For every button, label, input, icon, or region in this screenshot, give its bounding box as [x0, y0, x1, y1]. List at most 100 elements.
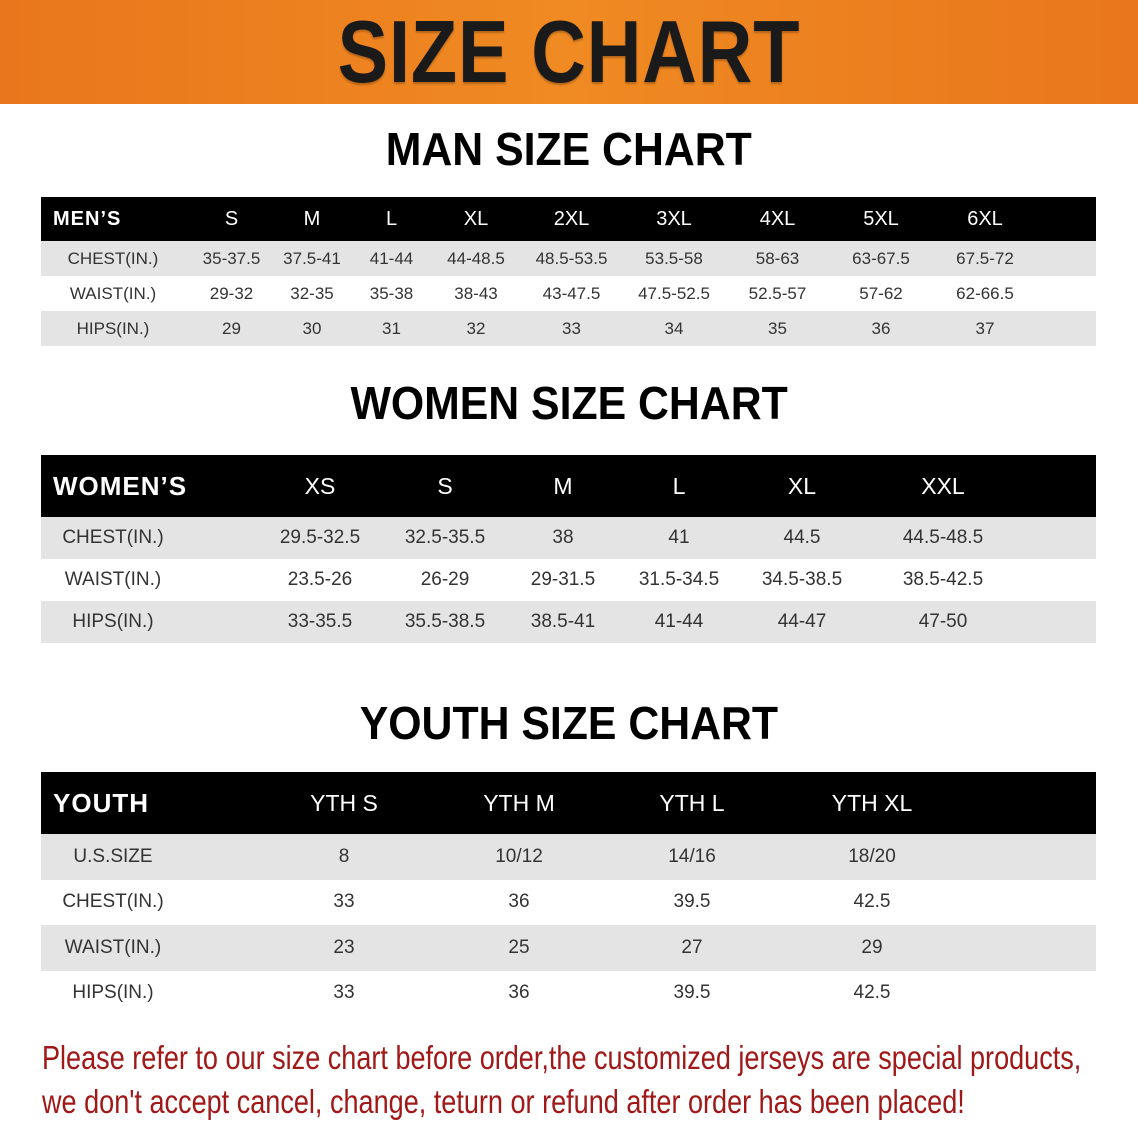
row-label: MEN’S: [53, 207, 122, 230]
table-cell: 48.5-53.5: [535, 248, 608, 268]
table-cell: 6XL: [967, 207, 1003, 230]
table-cell: 31: [382, 318, 401, 338]
table-cell: 36: [508, 982, 530, 1004]
table-row: HIPS(IN.) 33 36 39.5 42.5: [41, 970, 1096, 1016]
notice-text: Please refer to our size chart before or…: [42, 1036, 1082, 1124]
table-cell: XL: [463, 207, 489, 230]
table-cell: YTH L: [659, 789, 725, 816]
men-section-title: MAN SIZE CHART: [385, 123, 752, 175]
banner: SIZE CHART: [0, 0, 1138, 104]
table-row: CHEST(IN.) 29.5-32.5 32.5-35.5 38 41 44.5 44.5…: [41, 517, 1096, 559]
table-cell: 30: [302, 318, 322, 338]
row-label-text: HIPS(IN.): [72, 982, 154, 1004]
row-label-text: WAIST(IN.): [64, 936, 162, 958]
table-cell: 57-62: [859, 283, 903, 303]
table-cell: 4XL: [759, 207, 796, 230]
table-cell: 39.5: [673, 891, 711, 913]
men-size-table: MEN’S S M L XL 2XL 3XL 4XL 5XL 6XL CHEST(IN.) 35-37…: [41, 197, 1096, 346]
youth-size-table: YOUTH YTH S YTH M YTH L YTH XL U.S.SIZE 8 10/12…: [41, 772, 1096, 1016]
table-cell: 44.5-48.5: [902, 527, 984, 548]
row-label-text: CHEST(IN.): [62, 891, 164, 913]
table-cell: YTH XL: [831, 789, 913, 816]
table-row: CHEST(IN.) 35-37.5 37.5-41 41-44 44-48.5 48.5…: [41, 241, 1096, 276]
table-cell: L: [385, 207, 398, 230]
table-cell: 44-47: [777, 611, 827, 632]
table-cell: S: [224, 207, 239, 230]
table-cell: 58-63: [755, 248, 800, 268]
table-cell: 35-37.5: [202, 248, 261, 268]
table-cell: 25: [508, 936, 530, 958]
table-cell: 35.5-38.5: [404, 611, 486, 632]
table-cell: 29.5-32.5: [279, 527, 361, 548]
table-cell: 26-29: [420, 569, 470, 590]
table-cell: 63-67.5: [852, 248, 910, 268]
table-cell: XS: [304, 472, 336, 499]
table-cell: 44.5: [783, 527, 821, 548]
table-cell: 14/16: [668, 845, 716, 867]
table-cell: 38.5-42.5: [902, 569, 984, 590]
row-label: CHEST(IN.): [41, 891, 259, 913]
table-cell: 44-48.5: [447, 248, 505, 268]
row-label: CHEST(IN.): [41, 527, 259, 549]
table-cell: 29: [222, 318, 241, 338]
row-label: CHEST(IN.): [41, 249, 191, 269]
table-cell: 41-44: [654, 611, 704, 632]
table-cell: 33: [562, 318, 581, 338]
table-cell: 29-31.5: [530, 569, 596, 590]
row-label-text: HIPS(IN.): [72, 611, 154, 632]
row-label: HIPS(IN.): [41, 982, 259, 1004]
row-label: WAIST(IN.): [41, 284, 191, 304]
table-cell: 37.5-41: [283, 248, 341, 268]
table-cell: 41-44: [369, 248, 414, 268]
row-label: HIPS(IN.): [41, 611, 259, 633]
row-label: WAIST(IN.): [41, 937, 259, 959]
youth-section-title: YOUTH SIZE CHART: [359, 697, 779, 749]
table-row: WAIST(IN.) 23 25 27 29: [41, 925, 1096, 971]
table-cell: 38: [552, 527, 574, 548]
table-cell: 5XL: [863, 207, 899, 230]
row-label-text: HIPS(IN.): [76, 318, 150, 338]
table-cell: 34.5-38.5: [761, 569, 843, 590]
table-cell: 33: [333, 982, 355, 1004]
table-cell: 62-66.5: [956, 283, 1014, 303]
table-cell: 37: [975, 318, 995, 338]
table-cell: 35: [768, 318, 787, 338]
table-cell: YTH S: [310, 789, 378, 816]
table-cell: M: [303, 207, 321, 230]
table-cell: 33: [333, 891, 355, 913]
table-cell: 47-50: [918, 611, 968, 632]
table-cell: 53.5-58: [645, 248, 703, 268]
row-label: WAIST(IN.): [41, 569, 259, 591]
table-row: WAIST(IN.) 29-32 32-35 35-38 38-43 43-47.5 47.…: [41, 276, 1096, 311]
table-cell: 39.5: [673, 982, 711, 1004]
table-cell: S: [437, 472, 453, 499]
table-cell: 29-32: [209, 283, 254, 303]
table-cell: 41: [668, 527, 690, 548]
table-header-row: WOMEN’S XS S M L XL XXL: [41, 455, 1096, 517]
row-label: YOUTH: [53, 787, 149, 818]
notice-line-1: Please refer to our size chart before or…: [42, 1039, 1082, 1076]
page-title: SIZE CHART: [337, 2, 801, 101]
table-cell: 32-35: [290, 283, 334, 303]
table-cell: 33-35.5: [287, 611, 353, 632]
table-cell: 23.5-26: [287, 569, 353, 590]
table-cell: 36: [508, 891, 530, 913]
table-row: CHEST(IN.) 33 36 39.5 42.5: [41, 879, 1096, 925]
table-cell: XL: [787, 472, 817, 499]
table-cell: 18/20: [848, 845, 896, 867]
table-cell: 47.5-52.5: [638, 283, 710, 303]
table-cell: 32.5-35.5: [404, 527, 486, 548]
table-cell: M: [553, 472, 573, 499]
table-cell: 29: [861, 936, 883, 958]
table-cell: 67.5-72: [956, 248, 1014, 268]
table-cell: 8: [338, 845, 350, 867]
table-cell: 38.5-41: [530, 611, 596, 632]
row-label-text: CHEST(IN.): [67, 248, 159, 268]
table-cell: 52.5-57: [748, 283, 807, 303]
table-cell: 32: [466, 318, 486, 338]
table-cell: 31.5-34.5: [638, 569, 720, 590]
table-cell: L: [672, 472, 686, 499]
table-cell: YTH M: [483, 789, 555, 816]
table-cell: 23: [333, 936, 355, 958]
table-cell: 36: [871, 318, 891, 338]
